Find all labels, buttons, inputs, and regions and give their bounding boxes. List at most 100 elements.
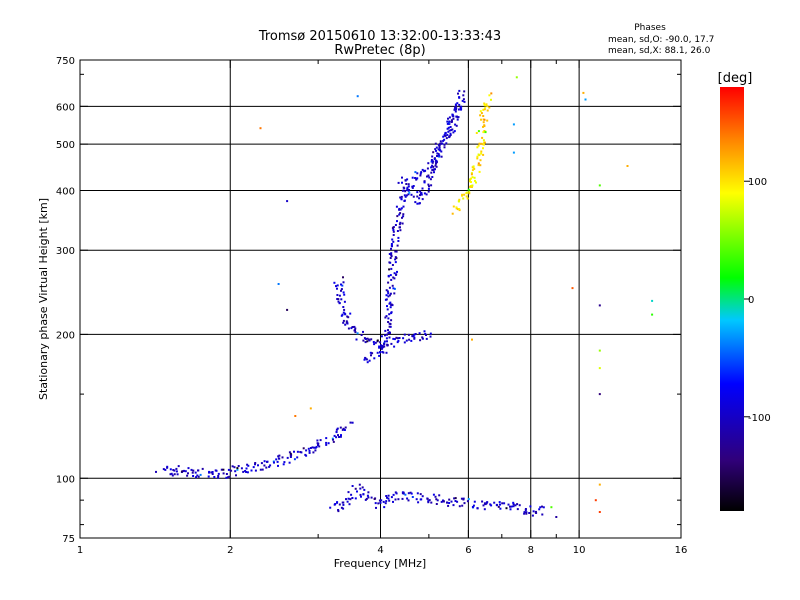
data-point <box>401 492 404 495</box>
data-point <box>477 130 480 133</box>
data-point <box>340 314 343 317</box>
data-point <box>392 234 395 236</box>
data-point <box>429 335 432 338</box>
data-point <box>414 177 417 179</box>
data-point <box>427 500 430 503</box>
data-point <box>483 118 486 121</box>
data-point <box>277 283 280 285</box>
data-point <box>454 110 457 113</box>
data-point <box>343 300 346 303</box>
data-point <box>477 162 480 165</box>
data-point <box>462 197 465 200</box>
data-point <box>403 333 406 336</box>
data-point <box>387 292 390 295</box>
data-point <box>183 469 185 472</box>
data-point <box>427 190 430 193</box>
data-point <box>497 505 500 508</box>
data-point <box>456 102 459 105</box>
data-point <box>359 487 362 490</box>
data-point <box>337 510 340 513</box>
data-point <box>378 345 381 348</box>
data-point <box>421 495 424 498</box>
data-point <box>431 155 434 158</box>
data-point <box>434 164 437 167</box>
data-point <box>427 162 430 165</box>
data-point <box>237 465 240 467</box>
data-point <box>246 471 249 474</box>
data-point <box>440 150 443 153</box>
data-point <box>345 321 348 324</box>
data-point <box>429 332 432 335</box>
data-point <box>360 495 362 498</box>
data-point <box>378 499 381 502</box>
data-point <box>459 106 462 109</box>
data-point <box>456 500 459 503</box>
data-point <box>452 115 455 118</box>
data-point <box>236 467 239 470</box>
data-point <box>345 498 347 501</box>
data-point <box>259 468 262 471</box>
data-point <box>383 340 386 343</box>
data-point <box>651 299 654 302</box>
data-point <box>399 196 402 199</box>
data-point <box>485 103 488 106</box>
data-point <box>582 91 585 94</box>
data-point <box>286 308 289 311</box>
data-point <box>401 216 403 219</box>
data-point <box>479 159 482 162</box>
data-point <box>496 504 499 507</box>
data-point <box>436 155 438 157</box>
data-points <box>155 76 654 518</box>
data-point <box>386 333 388 336</box>
data-point <box>342 501 345 504</box>
chart-title: Tromsø 20150610 13:32:00-13:33:43 <box>258 29 501 44</box>
data-point <box>278 454 281 457</box>
data-point <box>208 470 211 473</box>
data-point <box>431 164 434 167</box>
data-point <box>423 330 426 333</box>
data-point <box>410 339 413 342</box>
data-point <box>365 358 368 361</box>
data-point <box>471 169 474 172</box>
data-point <box>460 105 463 108</box>
data-point <box>598 367 601 370</box>
data-point <box>435 498 438 501</box>
data-point <box>392 493 395 496</box>
data-point <box>343 308 346 311</box>
data-point <box>433 158 436 160</box>
data-point <box>254 463 256 466</box>
data-point <box>425 334 427 336</box>
data-point <box>394 250 397 253</box>
data-point <box>584 98 587 101</box>
data-point <box>307 447 310 450</box>
data-point <box>314 449 317 452</box>
data-point <box>507 503 510 506</box>
data-point <box>377 502 380 505</box>
data-point <box>172 469 175 471</box>
data-point <box>171 474 174 477</box>
data-point <box>408 189 410 191</box>
data-point <box>457 208 459 211</box>
data-point <box>482 125 484 128</box>
data-point <box>411 496 414 498</box>
data-point <box>438 154 441 157</box>
data-point <box>342 427 345 430</box>
data-point <box>455 124 458 127</box>
data-point <box>477 153 480 156</box>
data-point <box>425 193 428 196</box>
data-point <box>430 166 433 169</box>
y-tick-label: 400 <box>56 186 75 197</box>
data-point <box>446 120 449 123</box>
data-point <box>425 337 428 340</box>
data-point <box>423 192 426 195</box>
data-point <box>463 502 466 505</box>
data-point <box>374 502 377 505</box>
data-point <box>361 486 364 489</box>
data-point <box>430 501 433 504</box>
data-point <box>411 335 414 338</box>
chart-subtitle: RwPretec (8p) <box>334 43 425 58</box>
data-point <box>387 321 390 323</box>
data-point <box>347 497 350 500</box>
data-point <box>477 164 480 167</box>
